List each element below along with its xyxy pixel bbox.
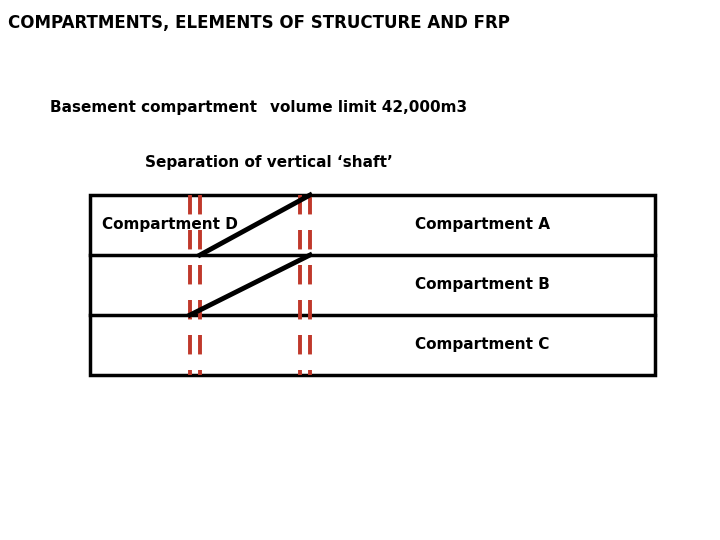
Bar	[90, 195, 655, 375]
Text: Compartment D: Compartment D	[102, 218, 238, 233]
Text: volume limit 42,000m3: volume limit 42,000m3	[270, 100, 467, 115]
Text: Separation of vertical ‘shaft’: Separation of vertical ‘shaft’	[145, 155, 392, 170]
Text: Basement compartment: Basement compartment	[50, 100, 257, 115]
Text: Compartment C: Compartment C	[415, 338, 549, 353]
Text: COMPARTMENTS, ELEMENTS OF STRUCTURE AND FRP: COMPARTMENTS, ELEMENTS OF STRUCTURE AND …	[8, 14, 510, 32]
Text: Compartment B: Compartment B	[415, 278, 550, 293]
Text: Compartment A: Compartment A	[415, 218, 550, 233]
